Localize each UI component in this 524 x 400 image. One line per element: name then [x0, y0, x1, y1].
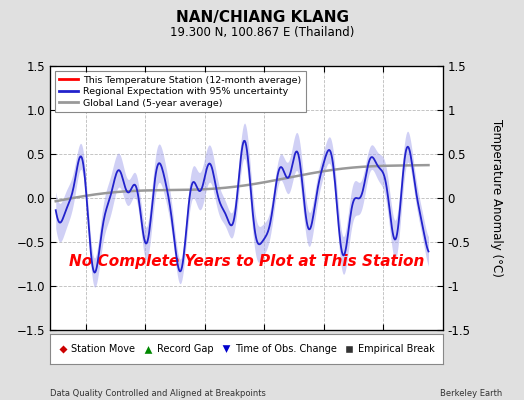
Text: Berkeley Earth: Berkeley Earth	[440, 389, 503, 398]
Text: NAN/CHIANG KLANG: NAN/CHIANG KLANG	[176, 10, 348, 25]
Legend: Station Move, Record Gap, Time of Obs. Change, Empirical Break: Station Move, Record Gap, Time of Obs. C…	[54, 340, 439, 358]
Text: Data Quality Controlled and Aligned at Breakpoints: Data Quality Controlled and Aligned at B…	[50, 389, 266, 398]
Y-axis label: Temperature Anomaly (°C): Temperature Anomaly (°C)	[490, 119, 503, 277]
Legend: This Temperature Station (12-month average), Regional Expectation with 95% uncer: This Temperature Station (12-month avera…	[54, 71, 306, 112]
Text: No Complete Years to Plot at This Station: No Complete Years to Plot at This Statio…	[69, 254, 424, 269]
Text: 19.300 N, 100.867 E (Thailand): 19.300 N, 100.867 E (Thailand)	[170, 26, 354, 39]
